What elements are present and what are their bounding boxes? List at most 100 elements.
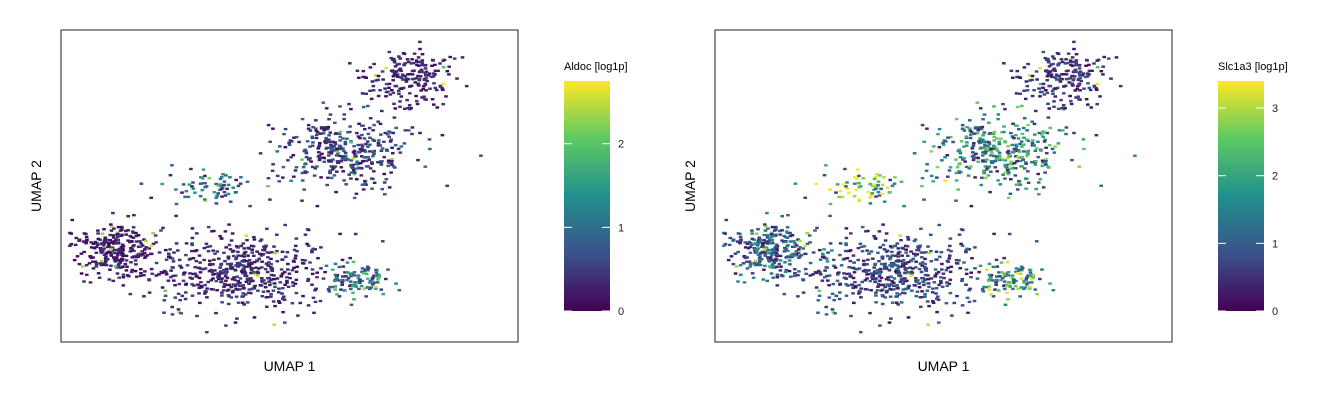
data-point <box>987 132 992 136</box>
data-point <box>1025 276 1029 280</box>
data-point <box>929 249 933 253</box>
data-point <box>154 241 158 244</box>
data-point <box>225 289 230 292</box>
data-point <box>1032 122 1037 126</box>
data-point <box>913 254 918 257</box>
data-point <box>777 262 782 266</box>
data-point <box>383 193 387 196</box>
data-point <box>747 260 752 263</box>
data-point <box>293 257 298 260</box>
data-point <box>304 156 309 159</box>
data-point <box>726 258 731 262</box>
data-point <box>102 253 107 256</box>
data-point <box>864 230 868 233</box>
data-point <box>1133 154 1137 157</box>
data-point <box>763 223 767 226</box>
data-point <box>1052 100 1056 103</box>
data-point <box>319 246 323 249</box>
data-point <box>1006 298 1010 301</box>
data-point <box>1001 102 1005 106</box>
data-point <box>951 140 955 144</box>
data-point <box>343 151 348 155</box>
data-point <box>1045 79 1049 82</box>
data-point <box>237 262 241 265</box>
data-point <box>842 272 846 275</box>
data-point <box>376 120 380 123</box>
data-point <box>1025 84 1030 88</box>
data-point <box>368 150 372 153</box>
data-point <box>796 238 800 241</box>
data-point <box>1082 147 1086 151</box>
data-point <box>352 167 356 171</box>
data-point <box>1070 64 1075 67</box>
data-point <box>764 241 769 244</box>
data-point <box>843 167 847 171</box>
data-point <box>82 250 86 254</box>
data-point <box>103 239 107 242</box>
data-point <box>103 257 108 260</box>
data-point <box>962 145 966 148</box>
data-point <box>315 271 319 274</box>
data-point <box>318 132 323 135</box>
data-point <box>102 247 106 250</box>
data-point <box>330 168 335 171</box>
data-point <box>1003 274 1007 278</box>
data-point <box>247 258 252 262</box>
data-point <box>352 196 357 200</box>
data-point <box>1040 268 1044 271</box>
data-point <box>856 258 860 262</box>
data-point <box>890 184 895 188</box>
data-point <box>399 76 404 79</box>
data-point <box>958 156 963 159</box>
data-point <box>311 296 316 299</box>
data-point <box>1099 184 1103 187</box>
data-point <box>342 149 346 153</box>
data-point <box>116 239 120 242</box>
data-point <box>905 272 910 275</box>
data-point <box>234 245 239 248</box>
data-point <box>986 174 991 177</box>
data-point <box>1055 86 1060 90</box>
data-point <box>380 109 384 113</box>
data-point <box>236 184 241 188</box>
data-point <box>1022 287 1026 291</box>
data-point <box>945 259 950 263</box>
data-point <box>372 152 376 156</box>
data-point <box>337 265 342 269</box>
data-point <box>934 292 938 295</box>
data-point <box>990 161 995 164</box>
data-point <box>1060 129 1065 132</box>
data-point <box>1070 74 1074 78</box>
data-point <box>881 283 885 287</box>
data-point <box>916 247 921 251</box>
data-point <box>861 177 866 180</box>
data-point <box>1022 167 1027 170</box>
data-point <box>943 140 948 143</box>
data-point <box>160 182 164 186</box>
data-point <box>234 257 238 261</box>
data-point <box>1048 282 1052 285</box>
data-point <box>184 253 188 257</box>
data-point <box>364 159 369 163</box>
data-point <box>113 260 118 263</box>
data-point <box>997 142 1002 146</box>
data-point <box>896 252 901 255</box>
data-point <box>1084 98 1089 101</box>
data-point <box>1014 270 1018 273</box>
data-point <box>421 87 425 91</box>
data-point <box>368 89 372 92</box>
data-point <box>350 272 355 275</box>
data-point <box>247 288 252 291</box>
data-point <box>394 70 399 73</box>
data-point <box>1056 63 1060 66</box>
data-point <box>226 192 231 196</box>
data-point <box>330 285 335 289</box>
data-point <box>904 251 908 254</box>
data-point <box>335 150 340 153</box>
data-point <box>115 235 120 238</box>
data-point <box>948 237 953 240</box>
data-point <box>117 249 121 252</box>
data-point <box>294 291 299 295</box>
data-point <box>423 74 428 77</box>
data-point <box>937 146 942 149</box>
